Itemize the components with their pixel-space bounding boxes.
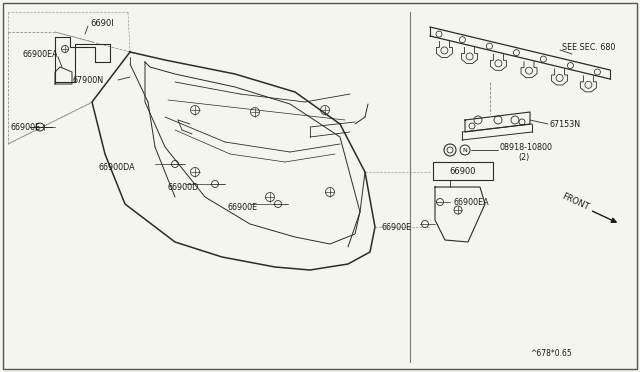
Text: 66900E: 66900E — [228, 202, 258, 212]
Text: 67900N: 67900N — [72, 76, 103, 84]
Text: 66900: 66900 — [450, 167, 476, 176]
Text: 66900E: 66900E — [10, 122, 40, 131]
Text: ^678*0.65: ^678*0.65 — [530, 350, 572, 359]
Text: 66900D: 66900D — [168, 183, 199, 192]
Text: 08918-10800: 08918-10800 — [500, 142, 553, 151]
Text: 67153N: 67153N — [550, 119, 581, 128]
Text: N: N — [463, 148, 467, 153]
Bar — [433, 162, 493, 180]
Text: 66900EA: 66900EA — [22, 49, 58, 58]
Text: (2): (2) — [518, 153, 529, 161]
Text: FRONT: FRONT — [560, 192, 590, 212]
Text: 66900DA: 66900DA — [98, 163, 134, 171]
Text: 66900E: 66900E — [382, 222, 412, 231]
Text: 6690I: 6690I — [90, 19, 114, 28]
Text: SEE SEC. 680: SEE SEC. 680 — [562, 42, 616, 51]
Text: 66900EA: 66900EA — [454, 198, 490, 206]
